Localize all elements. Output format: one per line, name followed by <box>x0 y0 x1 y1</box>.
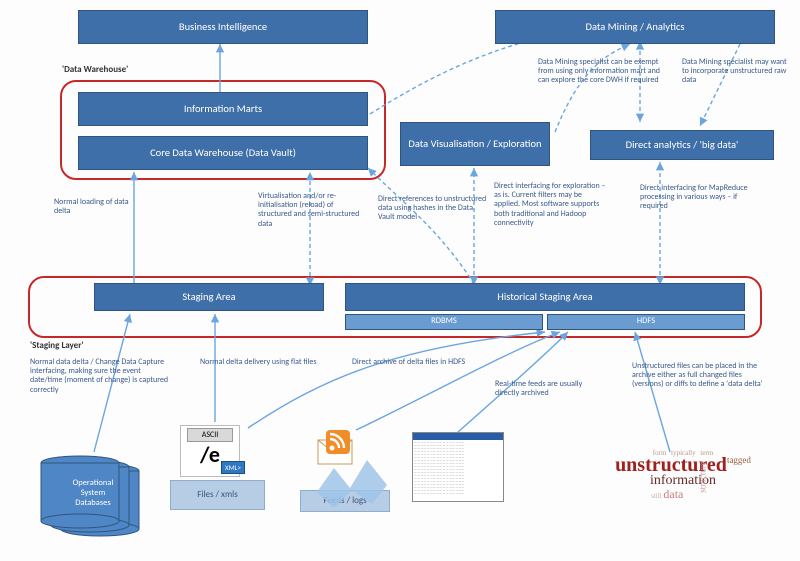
node-hdfs: HDFS <box>547 314 745 330</box>
node-marts: Information Marts <box>78 92 368 126</box>
files-icon: ASCII/eXML> <box>180 425 240 477</box>
note-n5: Direct references to unstructured data u… <box>378 195 488 223</box>
db-label: OperationalSystemDatabases <box>48 479 138 508</box>
node-hist: Historical Staging Area <box>345 283 745 311</box>
note-n8: Normal data delta / Change Data Capture … <box>30 358 170 395</box>
node-staging: Staging Area <box>94 283 324 311</box>
wordcloud-unstructured: form typically termunstructuredtaggedinf… <box>588 450 778 530</box>
node-mining: Data Mining / Analytics <box>495 10 775 44</box>
arrow-15 <box>635 332 670 452</box>
note-n4: Virtualisation and/or re-initialisation … <box>258 192 368 229</box>
node-bi: Business Intelligence <box>78 10 368 44</box>
arrow-7 <box>368 168 474 284</box>
node-files: Files / xmls <box>170 480 265 510</box>
note-n1: Data Mining specialist can be exempt fro… <box>538 58 668 86</box>
note-n9: Normal delta delivery using flat files <box>200 358 320 367</box>
node-rdbms: RDBMS <box>345 314 543 330</box>
note-n11: Real-time feeds are usually directly arc… <box>495 380 605 398</box>
note-n10: Direct archive of delta files in HDFS <box>352 358 472 367</box>
note-n2: Data Mining specialist may want to incor… <box>682 58 792 86</box>
node-direct: Direct analytics / 'big data' <box>590 130 774 160</box>
diagram-canvas: 'Data Warehouse' 'Staging Layer' Business … <box>0 0 800 561</box>
note-n12: Unstructured files can be placed in the … <box>632 362 772 390</box>
feeds-icon <box>312 430 397 512</box>
container-label-dwh: 'Data Warehouse' <box>62 64 128 75</box>
arrow-1 <box>370 35 550 114</box>
node-viz: Data Visualisation / Exploration <box>400 122 550 166</box>
note-n3: Normal loading of data delta <box>54 198 134 216</box>
logfile-icon: — — —— — —— —— — — —— — ——— — —— — —— ——… <box>412 432 504 502</box>
container-label-stage: 'Staging Layer' <box>30 340 84 351</box>
note-n7: Direct interfacing for MapReduce process… <box>640 184 750 212</box>
note-n6: Direct interfacing for exploration – as … <box>494 182 609 228</box>
node-core: Core Data Warehouse (Data Vault) <box>78 136 368 170</box>
